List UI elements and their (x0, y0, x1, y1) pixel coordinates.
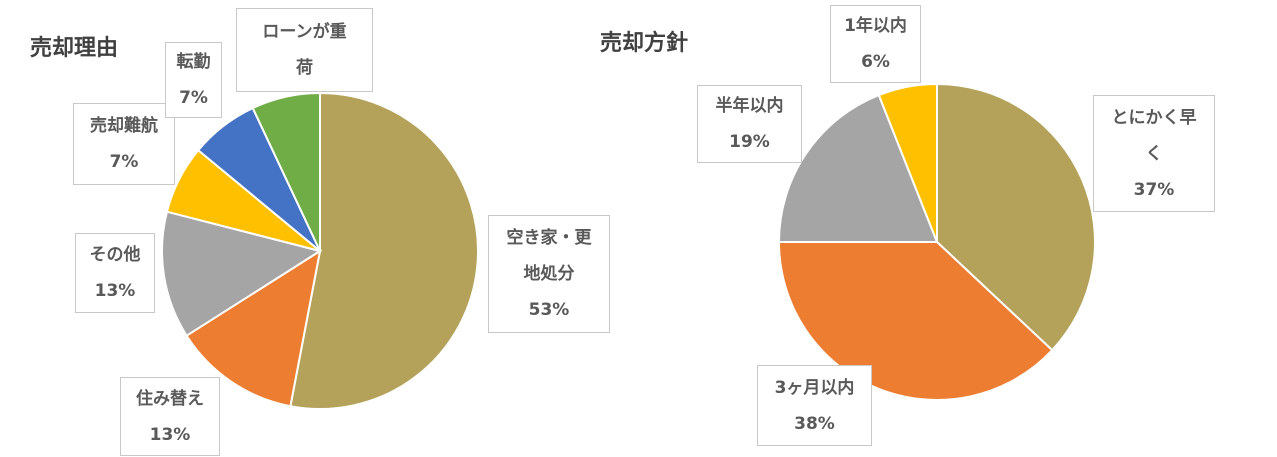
data-label: 住み替え 13% (120, 377, 220, 456)
pie-slice (251, 91, 321, 252)
label-value: 37% (1133, 179, 1175, 200)
label-value: 13% (94, 281, 136, 301)
data-label: 売却難航 7% (73, 103, 175, 185)
pie-slice (185, 248, 322, 408)
data-label: 半年以内 19% (697, 85, 802, 163)
label-value: 7% (109, 152, 139, 172)
pie-slice (777, 241, 1054, 401)
label-category: 半年以内 (715, 96, 784, 116)
data-label: 3ヶ月以内 38% (757, 365, 872, 446)
label-category: 1年以内 (844, 16, 907, 36)
pie-slice (877, 82, 938, 243)
pie-slice (161, 210, 323, 338)
chart-title: 売却方針 (600, 31, 689, 56)
label-value: 53% (528, 300, 570, 320)
label-value: 19% (729, 132, 770, 152)
chart-title: 売却理由 (30, 36, 119, 61)
label-category: その他 (89, 245, 141, 265)
pie-slice (777, 93, 939, 243)
label-category: 売却難航 (90, 116, 158, 136)
data-label: 1年以内 6% (830, 5, 921, 83)
data-label: その他 13% (75, 233, 155, 313)
label-category: 3ヶ月以内 (774, 377, 855, 398)
data-label: ローンが重荷 (236, 8, 373, 92)
pie-slice (289, 91, 480, 410)
data-label: 空き家・更地処分 53% (488, 215, 610, 333)
label-category: 空き家・更地処分 (506, 228, 592, 284)
label-category: 住み替え (136, 388, 204, 409)
data-label: 転勤 7% (165, 42, 222, 118)
label-value: 38% (794, 413, 835, 434)
label-value: 6% (861, 52, 890, 72)
label-category: ローンが重荷 (262, 22, 347, 78)
data-label: とにかく早く 37% (1093, 95, 1215, 212)
label-value: 13% (149, 424, 191, 445)
label-category: 転勤 (176, 52, 211, 72)
label-category: とにかく早く (1111, 107, 1197, 164)
pie-slice (936, 82, 1096, 352)
label-value: 7% (179, 88, 208, 108)
